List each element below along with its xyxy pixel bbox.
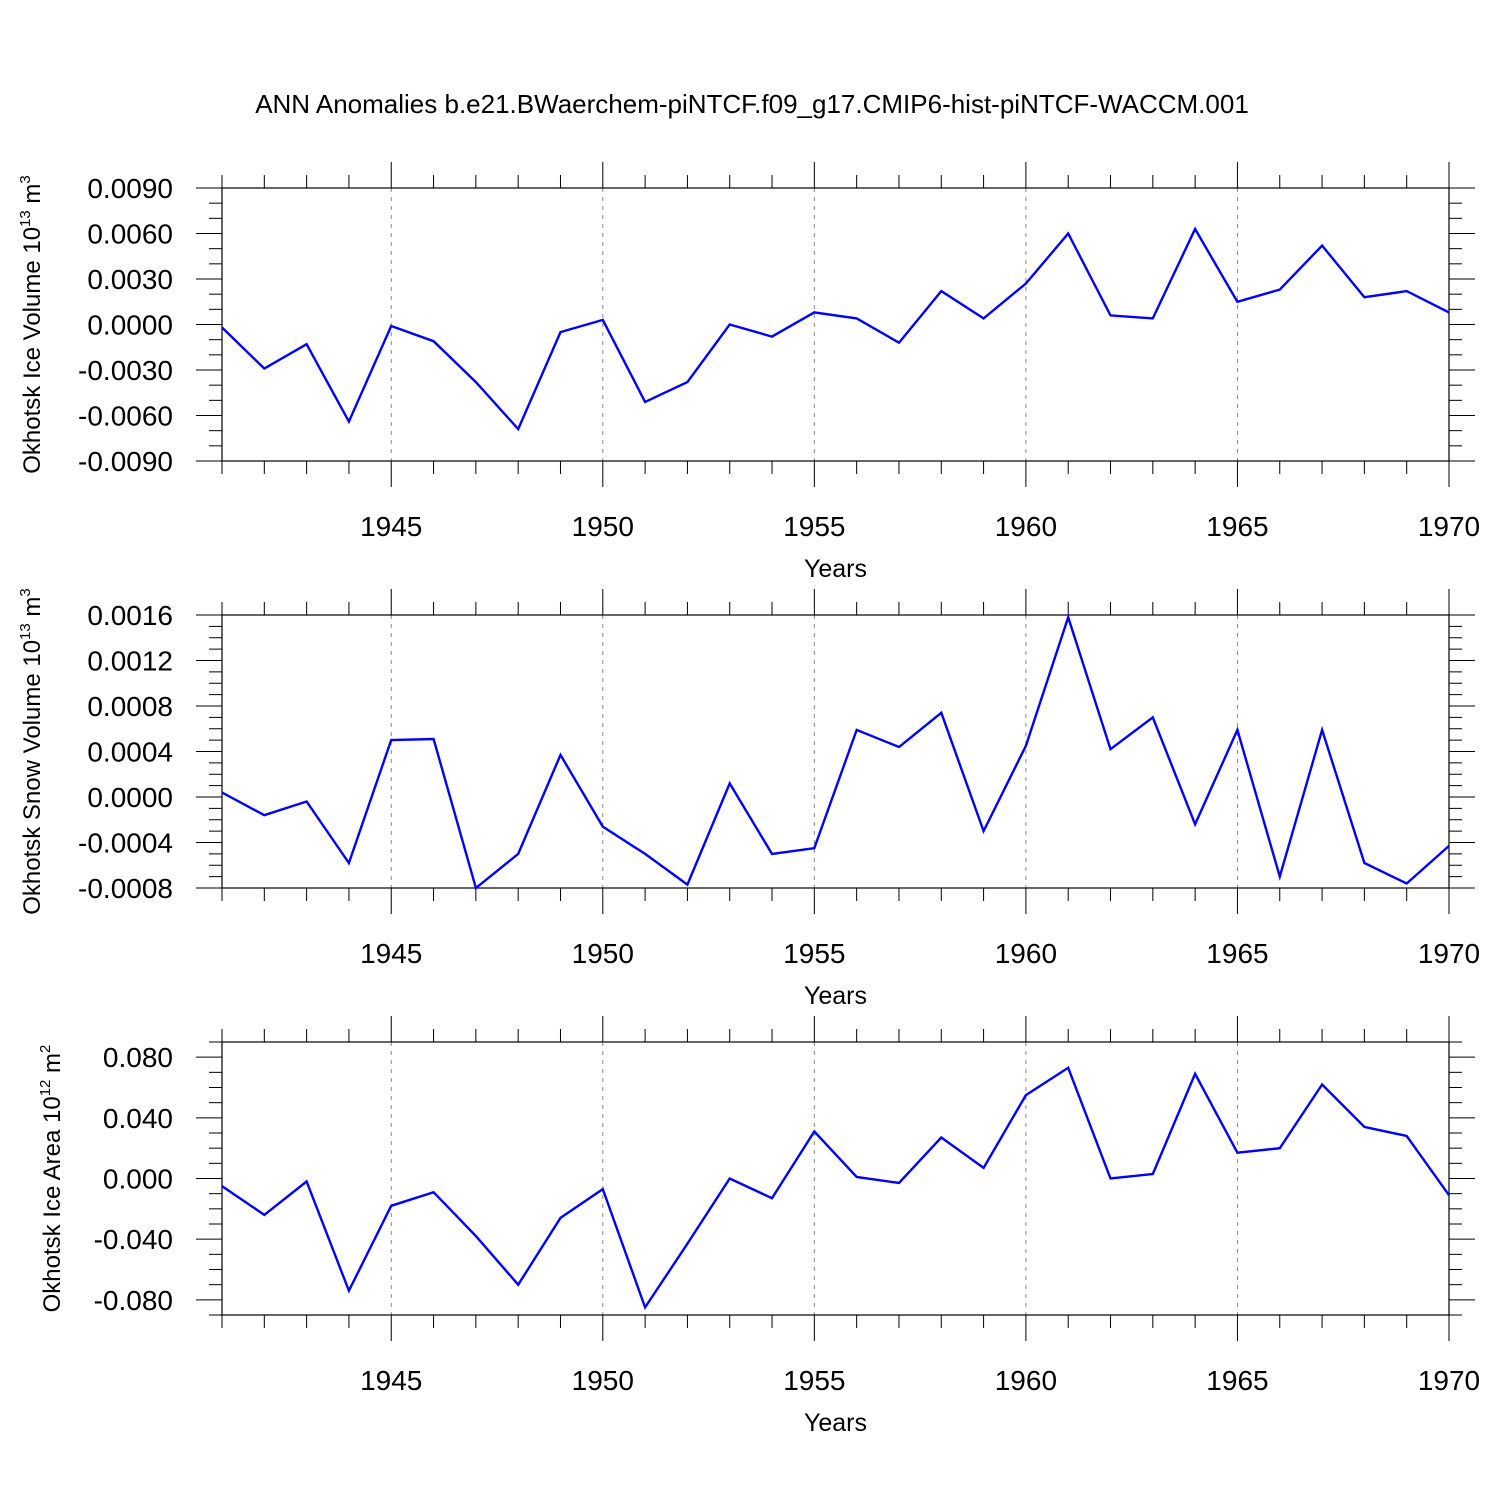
y-axis-label-superscript: 3 <box>17 175 34 183</box>
x-tick-label: 1945 <box>360 938 422 969</box>
y-tick-label: -0.0060 <box>78 401 173 432</box>
x-tick-label: 1970 <box>1418 938 1480 969</box>
y-tick-label: 0.0012 <box>87 646 173 677</box>
x-tick-label: 1955 <box>783 938 845 969</box>
y-tick-label: -0.080 <box>94 1285 173 1316</box>
y-axis-label-superscript: 3 <box>17 588 34 596</box>
y-axis-label-part: Okhotsk Snow Volume 10 <box>19 640 46 915</box>
x-tick-label: 1960 <box>995 1365 1057 1396</box>
y-tick-label: 0.0000 <box>87 782 173 813</box>
y-tick-label: 0.0016 <box>87 600 173 631</box>
x-tick-label: 1955 <box>783 511 845 542</box>
plot-frame <box>221 1041 1450 1316</box>
y-axis-label-part: Okhotsk Ice Area 10 <box>39 1096 66 1312</box>
plot-frame <box>221 187 1450 462</box>
y-axis-label-part: m <box>19 184 46 211</box>
x-tick-label: 1945 <box>360 1365 422 1396</box>
y-axis-label: Okhotsk Ice Area 1012 m2 <box>37 1045 66 1313</box>
panels: -0.0090 -0.0060 -0.0030 0.0000 0.0030 0.0060 0… <box>17 162 1480 1437</box>
y-tick-label: 0.080 <box>103 1042 173 1073</box>
y-axis-label-part: m <box>19 597 46 624</box>
y-tick-label: 0.000 <box>103 1164 173 1195</box>
x-tick-label: 1965 <box>1206 511 1268 542</box>
panel-2: -0.0008 -0.0004 0.0000 0.0004 0.0008 0.0012 0.… <box>17 588 1480 1010</box>
y-tick-label: 0.0090 <box>87 173 173 204</box>
y-tick-label: 0.040 <box>103 1103 173 1134</box>
y-tick-label: -0.040 <box>94 1224 173 1255</box>
y-axis-label-superscript: 13 <box>17 623 34 640</box>
y-axis-label-part: m <box>39 1053 66 1080</box>
y-axis-label: Okhotsk Snow Volume 1013 m3 <box>17 588 46 915</box>
y-tick-label: 0.0008 <box>87 691 173 722</box>
y-tick-label: 0.0030 <box>87 264 173 295</box>
x-axis-label: Years <box>804 982 867 1010</box>
x-tick-label: 1955 <box>783 1365 845 1396</box>
y-axis-label-superscript: 13 <box>17 210 34 227</box>
x-tick-label: 1965 <box>1206 938 1268 969</box>
y-tick-label: -0.0030 <box>78 355 173 386</box>
plot-frame <box>221 614 1450 889</box>
x-tick-label: 1950 <box>572 938 634 969</box>
x-tick-label: 1960 <box>995 938 1057 969</box>
y-tick-label: 0.0000 <box>87 310 173 341</box>
figure-title: ANN Anomalies b.e21.BWaerchem-piNTCF.f09… <box>255 89 1249 119</box>
panel-3: -0.080 -0.040 0.000 0.040 0.080 1945 1950 1955 1… <box>37 1016 1480 1437</box>
series-line <box>221 226 1450 432</box>
y-axis-label-superscript: 12 <box>37 1080 54 1097</box>
y-axis-label-superscript: 2 <box>37 1045 54 1053</box>
x-tick-label: 1970 <box>1418 1365 1480 1396</box>
panel-1: -0.0090 -0.0060 -0.0030 0.0000 0.0030 0.0060 0… <box>17 162 1480 583</box>
x-tick-label: 1950 <box>572 1365 634 1396</box>
x-tick-label: 1965 <box>1206 1365 1268 1396</box>
x-tick-label: 1970 <box>1418 511 1480 542</box>
y-tick-label: -0.0008 <box>78 873 173 904</box>
y-tick-label: -0.0004 <box>78 828 173 859</box>
x-tick-label: 1950 <box>572 511 634 542</box>
series-line <box>221 613 1450 891</box>
series-line <box>221 1065 1450 1311</box>
x-tick-label: 1945 <box>360 511 422 542</box>
y-tick-label: 0.0004 <box>87 737 173 768</box>
x-axis-label: Years <box>804 1409 867 1437</box>
y-tick-label: -0.0090 <box>78 446 173 477</box>
x-axis-label: Years <box>804 555 867 583</box>
y-axis-label: Okhotsk Ice Volume 1013 m3 <box>17 175 46 474</box>
y-axis-label-part: Okhotsk Ice Volume 10 <box>19 227 46 474</box>
y-tick-label: 0.0060 <box>87 219 173 250</box>
x-tick-label: 1960 <box>995 511 1057 542</box>
